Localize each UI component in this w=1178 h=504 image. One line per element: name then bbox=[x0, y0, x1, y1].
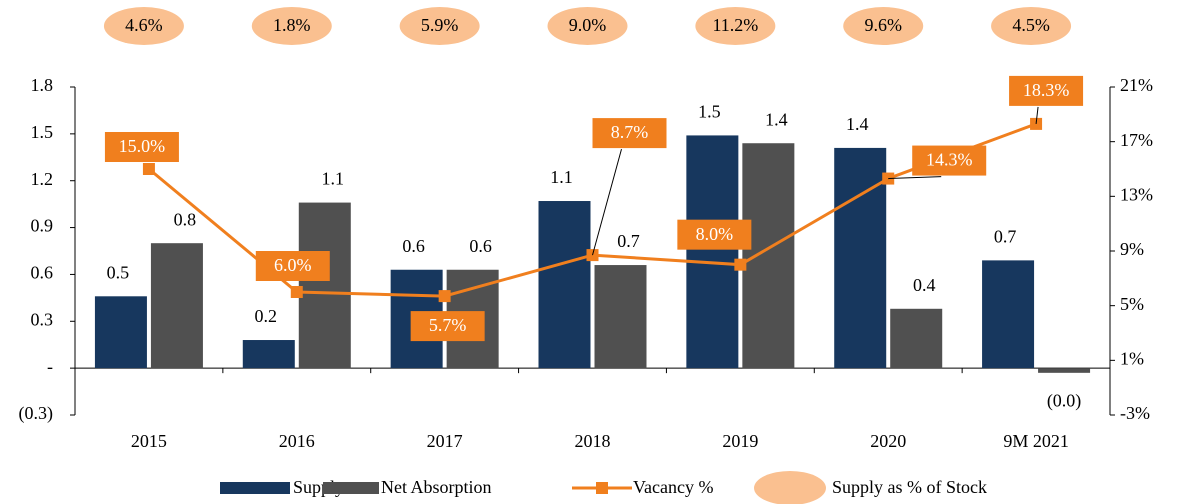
data-label: 1.5 bbox=[698, 102, 721, 122]
leader-line bbox=[888, 176, 942, 180]
legend-label: Supply as % of Stock bbox=[832, 477, 987, 497]
marker bbox=[142, 163, 155, 175]
x-tick-label: 2020 bbox=[870, 431, 906, 451]
data-label: 11.2% bbox=[712, 15, 758, 35]
stock-bubble bbox=[251, 7, 332, 45]
legend-swatch bbox=[754, 471, 826, 504]
y2-tick-label: -3% bbox=[1120, 403, 1150, 423]
data-label: 0.4 bbox=[913, 275, 936, 295]
data-label: 4.5% bbox=[1012, 15, 1050, 35]
y-tick-label: 1.8 bbox=[31, 75, 54, 95]
legend-swatch bbox=[323, 482, 379, 494]
x-tick-label: 2017 bbox=[427, 431, 463, 451]
y-tick-label: 0.6 bbox=[31, 263, 54, 283]
bar bbox=[298, 202, 351, 369]
bar bbox=[94, 296, 147, 369]
data-label: 1.1 bbox=[322, 169, 345, 189]
x-tick-label: 2019 bbox=[722, 431, 758, 451]
data-label-box bbox=[255, 251, 330, 281]
data-label: 14.3% bbox=[926, 150, 973, 170]
stock-bubble bbox=[843, 7, 924, 45]
data-label: 1.4 bbox=[846, 114, 869, 134]
data-label: 0.5 bbox=[107, 262, 130, 282]
data-label: 0.6 bbox=[469, 236, 492, 256]
leader-line bbox=[1035, 106, 1039, 124]
bar bbox=[538, 201, 591, 369]
marker bbox=[438, 290, 451, 303]
y-tick-label: 1.2 bbox=[31, 169, 54, 189]
y2-tick-label: 13% bbox=[1120, 184, 1153, 204]
data-label: 1.4 bbox=[765, 109, 788, 129]
y-tick-label: - bbox=[47, 356, 53, 376]
bar bbox=[594, 265, 647, 369]
stock-bubble bbox=[991, 7, 1072, 45]
bar bbox=[834, 147, 887, 369]
data-label: 5.7% bbox=[429, 315, 467, 335]
stock-bubble bbox=[103, 7, 184, 45]
bar bbox=[242, 340, 295, 369]
data-label: 4.6% bbox=[125, 15, 163, 35]
y2-tick-label: 1% bbox=[1120, 348, 1144, 368]
bar bbox=[1038, 368, 1091, 373]
data-label: 1.1 bbox=[550, 167, 573, 187]
data-label-box bbox=[592, 118, 667, 149]
data-label: 9.6% bbox=[864, 15, 902, 35]
data-label-box bbox=[410, 311, 485, 342]
data-label: 0.7 bbox=[994, 226, 1017, 246]
data-label: 6.0% bbox=[274, 255, 312, 275]
data-label-box bbox=[104, 132, 179, 162]
data-label: 0.7 bbox=[617, 231, 640, 251]
x-tick-label: 2018 bbox=[575, 431, 611, 451]
data-label-box bbox=[912, 145, 987, 176]
data-label: 9.0% bbox=[569, 15, 607, 35]
bar bbox=[742, 143, 795, 369]
y-tick-label: (0.3) bbox=[19, 403, 54, 424]
data-label: 8.0% bbox=[696, 224, 734, 244]
y-tick-label: 1.5 bbox=[31, 122, 54, 142]
y-tick-label: 0.9 bbox=[31, 216, 54, 236]
y2-tick-label: 17% bbox=[1120, 130, 1153, 150]
stock-bubble bbox=[399, 7, 480, 45]
y-tick-label: 0.3 bbox=[31, 309, 54, 329]
leader-line bbox=[592, 148, 622, 256]
marker bbox=[290, 286, 303, 298]
legend-label: Vacancy % bbox=[633, 477, 713, 497]
stock-bubble bbox=[695, 7, 776, 45]
x-tick-label: 2015 bbox=[131, 431, 167, 451]
data-label: 0.2 bbox=[255, 306, 278, 326]
stock-bubble bbox=[547, 7, 628, 45]
y2-tick-label: 9% bbox=[1120, 239, 1144, 259]
legend-swatch bbox=[596, 482, 608, 494]
data-label: 8.7% bbox=[611, 122, 649, 142]
bar bbox=[982, 260, 1035, 369]
y2-tick-label: 5% bbox=[1120, 294, 1144, 314]
bar bbox=[890, 308, 943, 369]
data-label: 18.3% bbox=[1023, 80, 1070, 100]
data-label: 15.0% bbox=[119, 136, 166, 156]
bar bbox=[150, 243, 203, 369]
data-label: 0.6 bbox=[402, 236, 425, 256]
y2-tick-label: 21% bbox=[1120, 75, 1153, 95]
data-label-box bbox=[1009, 75, 1084, 106]
x-tick-label: 2016 bbox=[279, 431, 315, 451]
legend-label: Net Absorption bbox=[381, 477, 492, 497]
data-label-box bbox=[677, 219, 752, 250]
legend-swatch bbox=[220, 482, 290, 494]
data-label: 0.8 bbox=[174, 209, 197, 229]
data-label: (0.0) bbox=[1047, 390, 1082, 411]
data-label: 5.9% bbox=[421, 15, 459, 35]
bar bbox=[686, 135, 739, 369]
marker bbox=[734, 258, 747, 271]
data-label: 1.8% bbox=[273, 15, 311, 35]
x-tick-label: 9M 2021 bbox=[1003, 431, 1069, 451]
